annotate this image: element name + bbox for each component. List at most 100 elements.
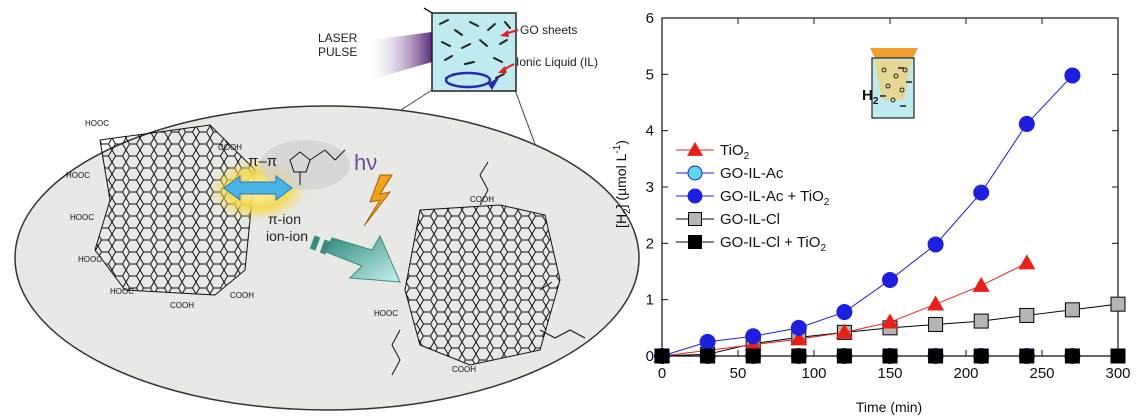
legend-label-sub: 2 <box>744 151 750 162</box>
lightning-bolt-icon <box>363 174 393 227</box>
y-axis-label-rest: ] (µmol L <box>613 153 629 208</box>
data-point <box>881 313 899 329</box>
axis-ticks: 0 50 100 150 200 250 300 0 1 2 3 4 5 6 <box>646 10 1131 382</box>
legend-label: GO-IL-Cl <box>720 211 780 228</box>
inset-label-sub: 2 <box>873 96 879 107</box>
data-point <box>1018 115 1035 132</box>
series-go-il-ac-tio2 <box>654 67 1081 364</box>
x-tick-label: 150 <box>877 365 902 382</box>
cooh-label-1: HOOC <box>85 119 109 128</box>
y-tick-label: 6 <box>646 10 654 27</box>
x-tick-label: 50 <box>730 365 747 382</box>
legend-item: GO-IL-Ac + TiO2 <box>676 188 830 208</box>
ion-ion-label: ion-ion <box>266 228 308 244</box>
ionic-liquid-arrowhead <box>498 66 507 73</box>
data-point <box>928 348 944 364</box>
legend-item: GO-IL-Cl <box>676 211 780 228</box>
y-tick-label: 1 <box>646 292 654 309</box>
cooh-label-5: HOOC <box>78 255 102 264</box>
double-arrow <box>223 175 293 201</box>
y-tick-label: 4 <box>646 123 654 140</box>
data-point <box>1064 67 1081 84</box>
data-point <box>654 348 670 364</box>
cooh-label-7: COOH <box>170 301 194 310</box>
graphene-sheet-right <box>404 204 561 366</box>
svg-text:[H2] (µmol L-1): [H2] (µmol L-1) <box>612 140 633 228</box>
data-point <box>791 348 807 364</box>
data-point <box>973 348 989 364</box>
legend-label-main: GO-IL-Cl + TiO <box>720 234 820 251</box>
data-point <box>700 348 716 364</box>
x-tick-label: 300 <box>1105 365 1130 382</box>
legend-label: GO-IL-Ac <box>720 165 784 182</box>
data-point <box>973 184 990 201</box>
legend-label: GO-IL-Cl + TiO2 <box>720 234 826 254</box>
data-point <box>927 236 944 253</box>
imidazolium-ion <box>289 149 346 185</box>
laser-beam <box>370 32 432 80</box>
go-sheets-label: GO sheets <box>520 23 577 37</box>
cooh-label-6: HOOC <box>110 287 134 296</box>
legend-item: TiO2 <box>676 141 750 162</box>
cooh-label-9: COOH <box>470 195 494 204</box>
data-point <box>745 348 761 364</box>
reaction-scheme: LASER PULSE GO sheets Ionic Liquid (IL) … <box>14 7 640 411</box>
data-point <box>1018 254 1036 270</box>
data-point <box>745 328 762 345</box>
data-point <box>1110 296 1126 312</box>
hv-label: hν <box>354 150 377 175</box>
inset-beaker: H2 <box>862 48 918 119</box>
y-axis-label-sub: 2 <box>622 208 633 214</box>
y-tick-label: 3 <box>646 179 654 196</box>
x-tick-label: 0 <box>658 365 666 382</box>
legend-label-main: GO-IL-Cl <box>720 211 780 228</box>
data-point <box>1019 348 1035 364</box>
beaker <box>423 7 517 92</box>
data-point <box>1064 302 1080 318</box>
data-point <box>790 330 808 346</box>
ionic-liquid-label: Ionic Liquid (IL) <box>516 55 598 69</box>
inset-label-main: H <box>862 87 873 104</box>
data-point <box>1019 307 1035 323</box>
data-point <box>972 276 990 292</box>
pi-pi-label: π–π <box>248 153 277 170</box>
cooh-label-3: HOOC <box>66 171 90 180</box>
data-point <box>835 323 853 339</box>
y-tick-label: 2 <box>646 235 654 252</box>
legend-label-main: GO-IL-Ac <box>720 165 784 182</box>
legend-label: TiO2 <box>720 142 750 162</box>
series-go-il-cl-tio2 <box>654 348 1126 364</box>
x-tick-label: 100 <box>801 365 826 382</box>
go-sheets-arrowhead <box>500 30 509 37</box>
alkyl-chains <box>391 161 586 376</box>
data-point <box>1064 348 1080 364</box>
data-point <box>927 295 945 311</box>
laser-label-line2: PULSE <box>318 45 357 59</box>
data-point <box>928 316 944 332</box>
x-tick-label: 200 <box>953 365 978 382</box>
cooh-label-8: COOH <box>230 291 254 300</box>
legend-label-main: GO-IL-Ac + TiO <box>720 188 824 205</box>
legend-marker <box>687 165 703 181</box>
cooh-label-11: COOH <box>452 365 476 374</box>
data-point <box>699 333 716 350</box>
x-tick-label: 250 <box>1029 365 1054 382</box>
y-axis-label: [H2] (µmol L-1) <box>612 140 633 228</box>
data-point <box>973 313 989 329</box>
y-axis-label-close: ) <box>613 140 629 145</box>
y-axis-label-sup: -1 <box>612 144 623 153</box>
y-tick-label: 0 <box>646 348 654 365</box>
cooh-label-10: HOOC <box>374 309 398 318</box>
data-point <box>882 348 898 364</box>
legend-label-sub: 2 <box>820 243 826 254</box>
legend-item: GO-IL-Ac <box>676 165 784 182</box>
cooh-label-4: HOOC <box>70 213 94 222</box>
laser-label-line1: LASER <box>318 31 358 45</box>
data-point <box>836 348 852 364</box>
data-point <box>836 304 853 321</box>
legend-marker <box>688 212 702 226</box>
y-axis-label-main: [H <box>613 214 629 228</box>
legend-label: GO-IL-Ac + TiO2 <box>720 188 830 208</box>
